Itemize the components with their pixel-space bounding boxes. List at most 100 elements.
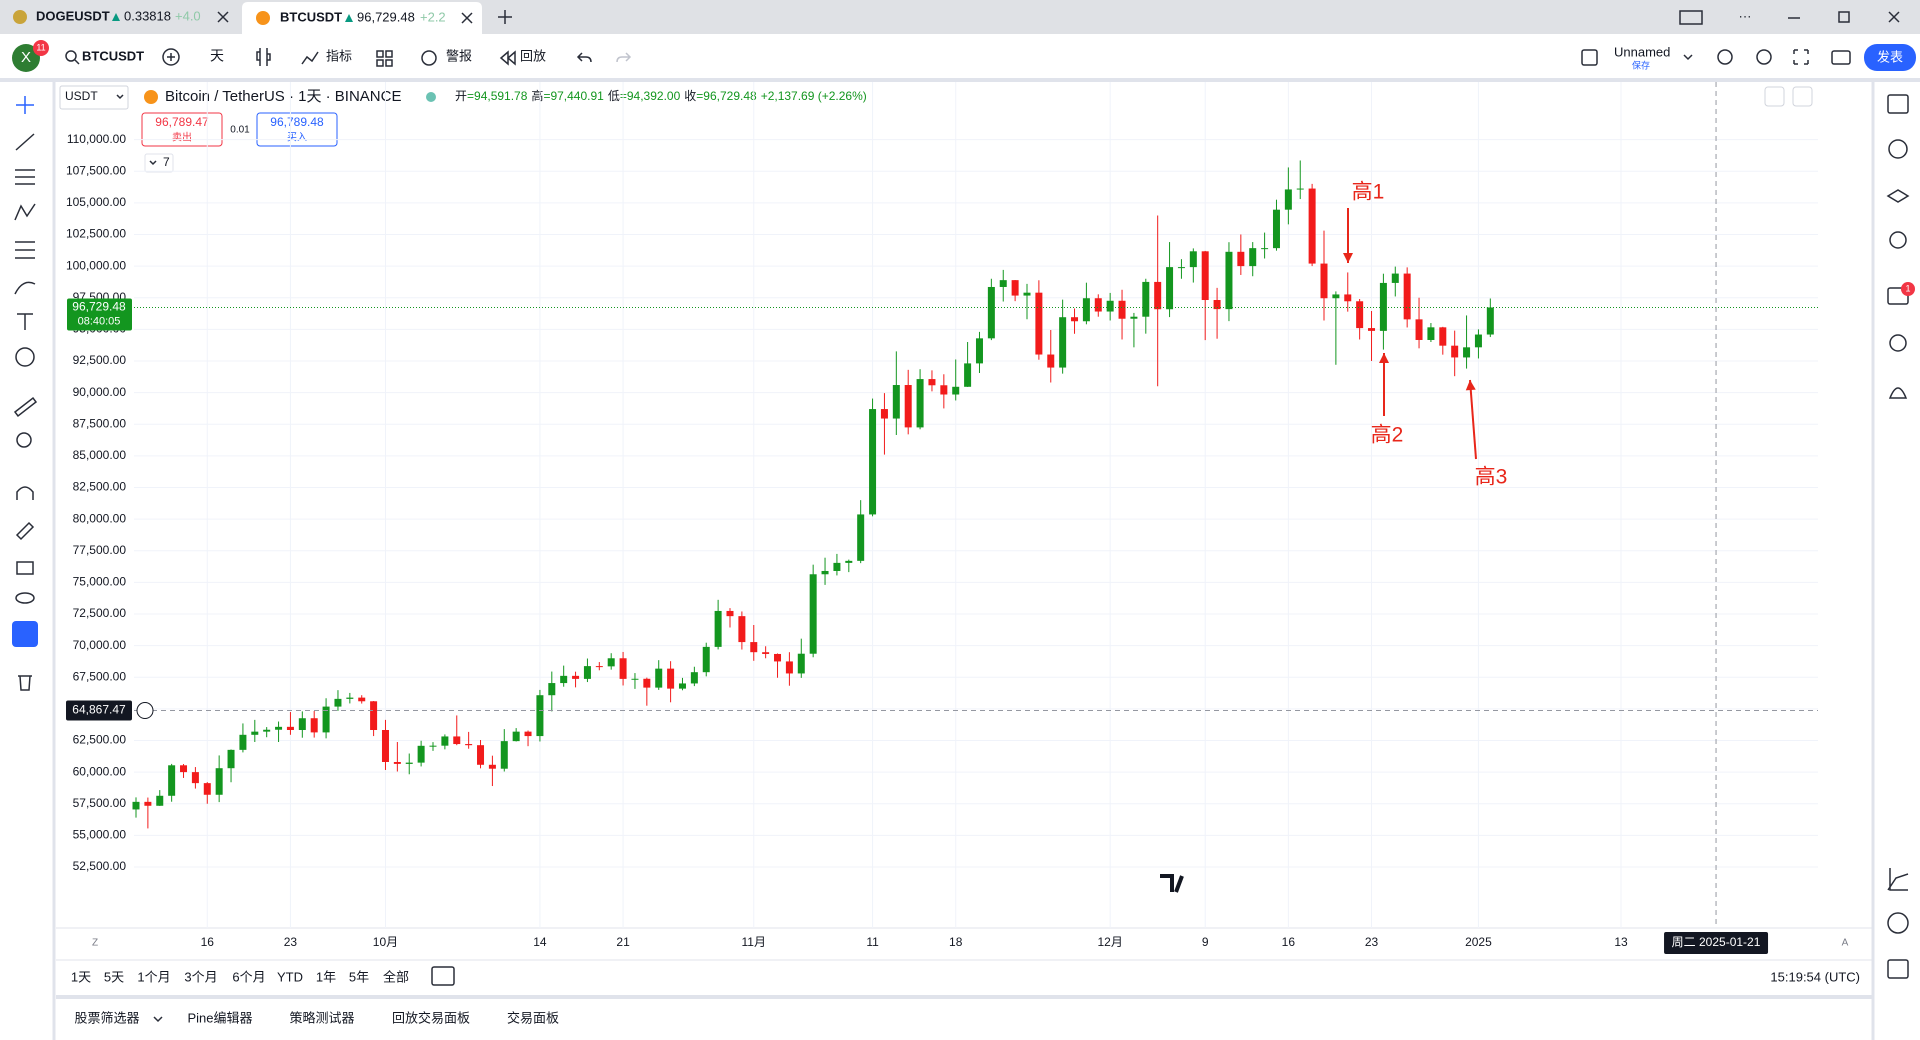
candle-body (393, 762, 401, 764)
range-button[interactable]: 1个月 (137, 969, 170, 984)
target[interactable] (1887, 912, 1909, 934)
alert[interactable]: 警报 (446, 48, 472, 63)
indicator-toggle[interactable] (144, 153, 174, 173)
trading[interactable] (1887, 868, 1909, 891)
zoom-tool[interactable] (16, 432, 32, 448)
sell-button[interactable] (141, 112, 223, 147)
measure-tool[interactable] (13, 396, 38, 418)
range-button[interactable]: 1年 (316, 969, 336, 984)
sync-button[interactable] (12, 621, 38, 647)
undo[interactable] (576, 52, 592, 63)
text-tool[interactable] (17, 313, 33, 330)
templates[interactable] (376, 50, 393, 67)
restore[interactable] (1838, 11, 1850, 23)
scroll-button[interactable] (1764, 86, 1785, 107)
range-button[interactable]: 1天 (71, 969, 91, 984)
panel-tab[interactable]: 回放交易面板 (392, 1010, 470, 1025)
quote-select[interactable] (59, 85, 129, 110)
indicators-icon[interactable] (301, 51, 319, 65)
icon-tool[interactable] (15, 347, 35, 367)
settings[interactable] (1756, 49, 1772, 65)
panel-tab[interactable]: Pine编辑器 (187, 1010, 252, 1025)
pattern-tool[interactable] (14, 203, 36, 221)
panel-tab[interactable]: 股票筛选器 (74, 1010, 139, 1025)
layers[interactable] (1886, 189, 1910, 203)
reset-button[interactable] (1792, 86, 1813, 107)
replay-icon[interactable] (499, 50, 516, 66)
interval[interactable]: 天 (210, 48, 224, 64)
hide[interactable] (15, 592, 35, 604)
alerts[interactable] (1888, 139, 1908, 159)
tab-close[interactable] (461, 12, 473, 24)
candle-body (465, 744, 473, 746)
chart-type[interactable] (256, 48, 271, 66)
candle-body (548, 683, 556, 696)
candle-body (1189, 251, 1197, 268)
panel-tab[interactable]: 交易面板 (507, 1010, 559, 1025)
dropdown[interactable] (1683, 54, 1693, 61)
snapshot[interactable] (1831, 50, 1851, 65)
date-range-icon[interactable] (431, 966, 455, 986)
cast-button[interactable] (1679, 10, 1703, 25)
range-button[interactable]: 5天 (104, 969, 124, 984)
calendar[interactable] (1887, 959, 1909, 979)
range-button[interactable]: 全部 (383, 969, 409, 984)
candle-body (714, 610, 722, 647)
more-button[interactable]: ··· (1739, 8, 1752, 23)
search-icon[interactable] (65, 50, 77, 62)
candle-body (750, 642, 758, 653)
alert-icon[interactable] (421, 50, 437, 66)
indicators[interactable]: 指标 (326, 48, 352, 63)
tab[interactable]: BTCUSDT 96,729.48 +2.2 (242, 2, 482, 34)
watchlist[interactable] (1887, 94, 1909, 114)
lock-all[interactable] (16, 561, 34, 575)
symbol-search[interactable]: BTCUSDT (82, 48, 144, 63)
brush-tool[interactable] (14, 281, 36, 295)
label: 收 (684, 89, 696, 103)
tab[interactable]: DOGEUSDT 0.33818 +4.0 (13, 8, 229, 24)
range-button[interactable]: 6个月 (232, 969, 265, 984)
compare[interactable] (162, 48, 180, 66)
notifications[interactable] (1888, 387, 1908, 399)
candle-body (132, 801, 140, 810)
tab-close[interactable] (217, 11, 229, 23)
lock-drawing[interactable] (15, 521, 35, 541)
range-button[interactable]: 5年 (349, 969, 369, 984)
add-button[interactable] (136, 702, 154, 720)
candle-body (631, 678, 639, 680)
trend-line[interactable] (15, 133, 35, 151)
fib-tool[interactable] (15, 169, 35, 185)
candle-body (405, 762, 413, 764)
layout-name[interactable]: Unnamed (1614, 44, 1670, 59)
streams[interactable] (1889, 334, 1907, 352)
fullscreen[interactable] (1793, 49, 1809, 65)
redo[interactable] (616, 52, 632, 63)
layout-icon[interactable] (1581, 49, 1598, 66)
close[interactable] (1888, 11, 1900, 23)
save[interactable]: 保存 (1632, 59, 1650, 70)
delete[interactable] (18, 675, 32, 691)
crosshair-tool[interactable] (16, 96, 34, 114)
panel-tab[interactable]: 策略测试器 (289, 1010, 354, 1025)
axis-corner[interactable]: Z (92, 938, 98, 949)
x-tick-label: 23 (1365, 935, 1379, 949)
axis-corner[interactable]: A (1842, 938, 1849, 949)
candle-body (1391, 273, 1399, 283)
magnet[interactable] (16, 486, 34, 500)
buy-button[interactable] (256, 112, 338, 147)
y-tick-label: 85,000.00 (73, 448, 127, 462)
range-button[interactable]: YTD (277, 969, 303, 984)
avatar[interactable] (12, 44, 40, 72)
candle-body (1249, 248, 1257, 267)
replay[interactable]: 回放 (520, 48, 546, 63)
x-tick-label: 10月 (373, 935, 398, 949)
window-controls: ··· (1679, 8, 1900, 25)
crosshair-price-tag (66, 700, 132, 721)
prediction-tool[interactable] (15, 241, 35, 259)
publish-button[interactable] (1864, 44, 1916, 71)
ideas[interactable] (1889, 231, 1907, 249)
range-button[interactable]: 3个月 (184, 969, 217, 984)
candle-body (667, 668, 675, 689)
quick-search[interactable] (1717, 49, 1733, 65)
new-tab[interactable] (498, 10, 512, 24)
